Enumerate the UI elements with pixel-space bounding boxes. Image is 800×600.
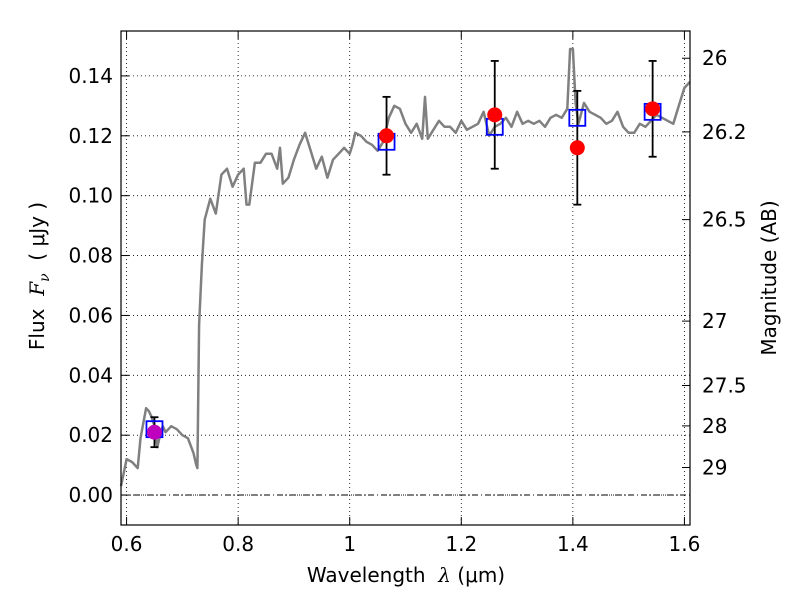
y2-axis-title: Magnitude (AB) xyxy=(757,200,781,355)
y2-tick-label: 27 xyxy=(702,309,727,333)
plot-frame xyxy=(120,30,691,526)
y-axis-title-unit: ( μJy ) xyxy=(25,202,49,274)
x-axis-title: Wavelength λ (μm) xyxy=(307,563,505,587)
y-tick-label: 0.14 xyxy=(68,64,113,88)
x-tick-label: 1.6 xyxy=(669,532,701,556)
y2-tick-label: 27.5 xyxy=(702,373,747,397)
grid-lines xyxy=(121,31,690,525)
x-tick-label: 1.2 xyxy=(445,532,477,556)
y-tick-label: 0.08 xyxy=(68,244,113,268)
y-axis-title-symbol: F xyxy=(25,281,49,297)
y-tick-label: 0.12 xyxy=(68,124,113,148)
y-tick-label: 0.10 xyxy=(68,184,113,208)
x-axis-title-symbol: λ xyxy=(437,563,451,587)
observed-photometry-point xyxy=(146,424,162,440)
y2-tick-label: 26.2 xyxy=(702,120,747,144)
observed-photometry-points xyxy=(146,101,661,440)
observed-photometry-point xyxy=(569,140,585,156)
x-tick-label: 1.4 xyxy=(557,532,589,556)
x-axis-title-prefix: Wavelength xyxy=(307,563,438,587)
observed-photometry-point xyxy=(645,101,661,117)
x-axis-title-unit: (μm) xyxy=(451,563,505,587)
x-axis-ticks: 0.6 0.8 1 1.2 1.4 1.6 xyxy=(111,31,701,556)
observed-photometry-point xyxy=(487,107,503,123)
y2-tick-label: 28 xyxy=(702,414,727,438)
y-tick-label: 0.04 xyxy=(68,363,113,387)
y2-tick-label: 26 xyxy=(702,46,727,70)
y-axis-title-subscript: ν xyxy=(37,273,53,282)
observed-photometry-point xyxy=(379,128,395,144)
y-axis-ticks: 0.00 0.02 0.04 0.06 0.08 0.10 0.12 0.14 xyxy=(68,64,129,507)
y-tick-label: 0.06 xyxy=(68,303,113,327)
y2-tick-label: 29 xyxy=(702,456,727,480)
y-tick-label: 0.00 xyxy=(68,483,113,507)
x-tick-label: 1 xyxy=(343,532,356,556)
x-tick-label: 0.8 xyxy=(222,532,254,556)
x-tick-label: 0.6 xyxy=(111,532,143,556)
y-axis-title-prefix: Flux xyxy=(25,296,49,350)
y2-tick-label: 26.5 xyxy=(702,208,747,232)
model-photometry-square xyxy=(568,108,587,127)
y-tick-label: 0.02 xyxy=(68,423,113,447)
y-axis-title: Flux Fν ( μJy ) xyxy=(25,202,53,350)
y2-axis-ticks: 26 26.2 26.5 27 27.5 28 29 xyxy=(682,46,747,480)
